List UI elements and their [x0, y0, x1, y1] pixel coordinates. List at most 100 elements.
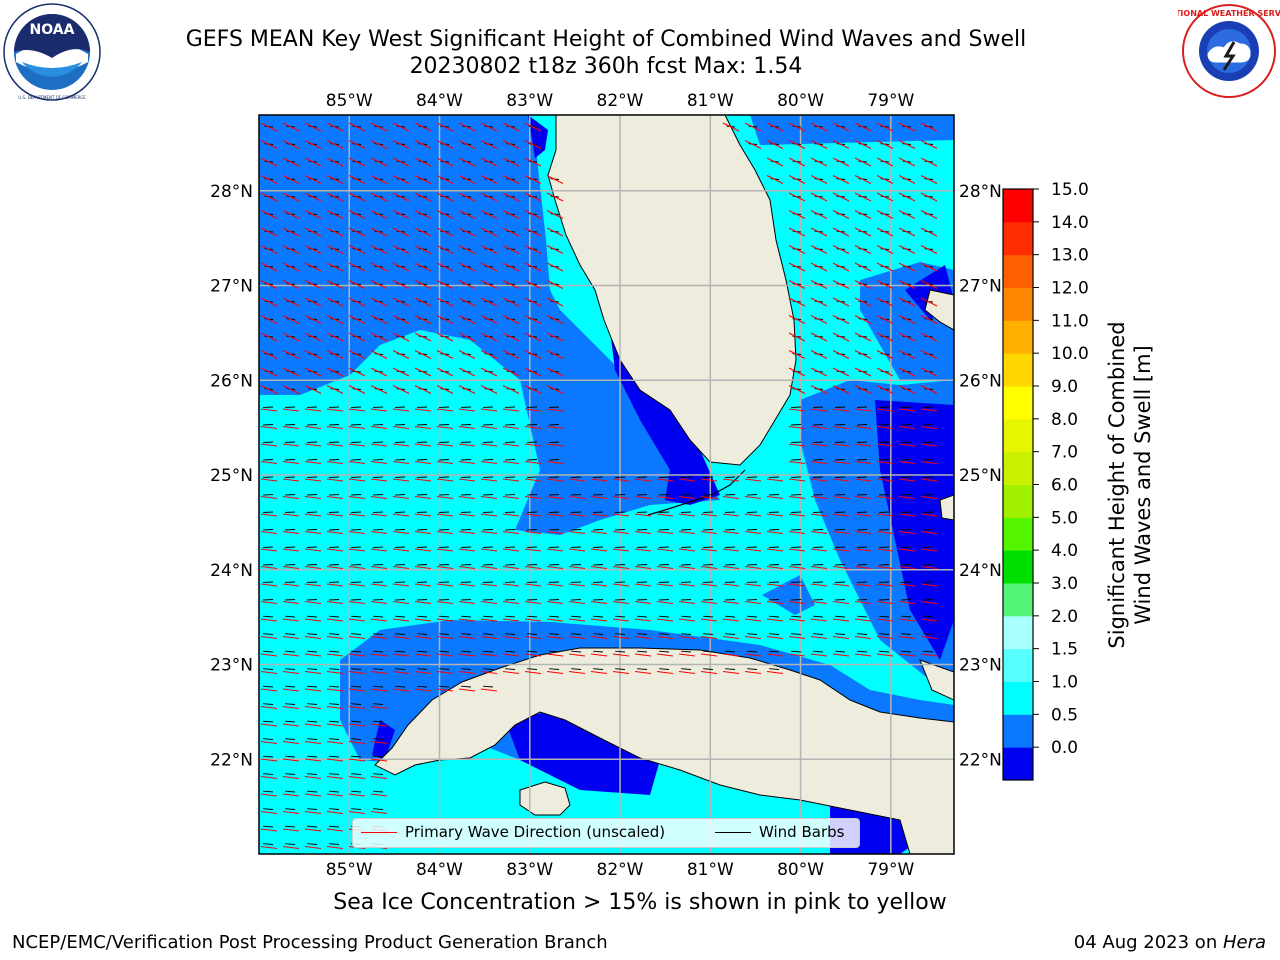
wave-arrow — [370, 262, 388, 272]
wave-arrow — [436, 565, 454, 570]
wave-arrow — [700, 478, 718, 482]
wave-arrow — [282, 530, 300, 535]
longitude-label: 83°W — [506, 91, 553, 111]
wind-barb — [307, 825, 318, 828]
wave-arrow — [370, 192, 388, 202]
wave-arrow — [326, 245, 344, 254]
wave-arrow — [656, 670, 674, 675]
wave-arrow — [920, 280, 938, 289]
wave-arrow — [348, 460, 366, 465]
wave-arrow — [524, 583, 542, 587]
wave-arrow — [502, 227, 520, 237]
wave-arrow — [832, 478, 850, 482]
wave-arrow — [568, 513, 586, 517]
wind-barb — [615, 615, 626, 618]
wave-arrow — [414, 688, 432, 692]
wave-arrow — [678, 635, 696, 640]
wave-arrow — [304, 705, 322, 710]
colorbar-tick-label: 7.0 — [1051, 443, 1078, 463]
wind-barb — [439, 633, 450, 635]
wave-arrow — [458, 157, 476, 167]
wave-arrow — [876, 140, 894, 149]
wave-arrow — [480, 210, 498, 219]
wave-arrow — [700, 600, 718, 605]
wave-arrow — [744, 635, 762, 640]
wave-arrow — [722, 670, 740, 675]
wave-arrow — [414, 478, 432, 482]
wind-barb — [263, 668, 274, 670]
wave-arrow — [436, 175, 454, 184]
wind-barb — [461, 650, 472, 653]
wave-arrow — [810, 245, 828, 254]
wave-arrow — [502, 425, 520, 430]
wave-arrow — [502, 408, 520, 412]
wave-band-cuba-south — [372, 710, 920, 854]
wind-barb — [879, 650, 890, 653]
wave-arrow — [414, 367, 432, 377]
wave-arrow — [876, 618, 894, 622]
wave-arrow — [502, 262, 520, 272]
wave-arrow — [260, 478, 278, 482]
wave-arrow — [898, 635, 916, 640]
wave-arrow — [788, 635, 806, 640]
latitude-label: 26°N — [210, 371, 253, 391]
wave-arrow — [524, 565, 542, 570]
wave-arrow — [480, 513, 498, 517]
wave-arrow — [502, 443, 520, 447]
wave-arrow — [348, 548, 366, 552]
wave-arrow — [612, 530, 630, 535]
map-frame — [258, 114, 955, 855]
wave-arrow — [920, 653, 938, 657]
wave-arrow — [414, 653, 432, 657]
wind-barb — [329, 755, 340, 758]
wave-arrow — [502, 350, 520, 359]
wave-arrow — [524, 495, 542, 500]
wave-arrow — [876, 408, 894, 412]
colorbar: 15.0 14.0 13.0 12.0 11.0 10.0 9.0 8.0 7.0 6.0 5.0 4… — [1002, 180, 1155, 781]
wave-arrow — [348, 425, 366, 430]
wave-arrow — [480, 653, 498, 657]
wave-arrow — [876, 280, 894, 289]
wave-arrow — [392, 210, 410, 219]
wave-arrow — [458, 670, 476, 675]
wave-arrow — [766, 565, 784, 570]
colorbar-tick-label: 2.0 — [1051, 607, 1078, 627]
wave-arrow — [480, 688, 498, 692]
wave-arrow — [832, 332, 850, 342]
wave-arrow — [832, 367, 850, 377]
wave-arrow — [788, 653, 806, 657]
wave-arrow — [920, 478, 938, 482]
wave-arrow — [568, 618, 586, 622]
wave-arrow — [392, 425, 410, 430]
wave-arrow — [876, 443, 894, 447]
wave-arrow — [326, 583, 344, 587]
wave-arrow — [788, 297, 806, 307]
wave-arrow — [810, 583, 828, 587]
wave-arrow — [832, 350, 850, 359]
wave-arrow — [480, 600, 498, 605]
wave-arrow — [326, 280, 344, 289]
wave-arrow — [414, 600, 432, 605]
wave-arrow — [590, 478, 608, 482]
wave-arrow — [348, 297, 366, 307]
wind-barb — [725, 650, 736, 653]
wave-arrow — [458, 262, 476, 272]
colorbar-swatch — [1003, 484, 1033, 518]
wave-arrow — [260, 565, 278, 570]
wave-arrow — [282, 653, 300, 657]
wave-arrow — [370, 600, 388, 605]
wave-arrow — [414, 513, 432, 517]
wave-arrow — [832, 460, 850, 465]
wave-arrow — [854, 367, 872, 377]
wind-barb — [769, 633, 780, 635]
wave-arrow — [612, 513, 630, 517]
wave-arrow — [810, 227, 828, 237]
wave-arrow — [678, 478, 696, 482]
wave-arrow — [920, 460, 938, 465]
wave-arrow — [810, 548, 828, 552]
wave-arrow — [348, 793, 366, 797]
wave-arrow — [898, 192, 916, 202]
wave-arrow — [634, 495, 652, 500]
wind-barb — [351, 773, 362, 775]
